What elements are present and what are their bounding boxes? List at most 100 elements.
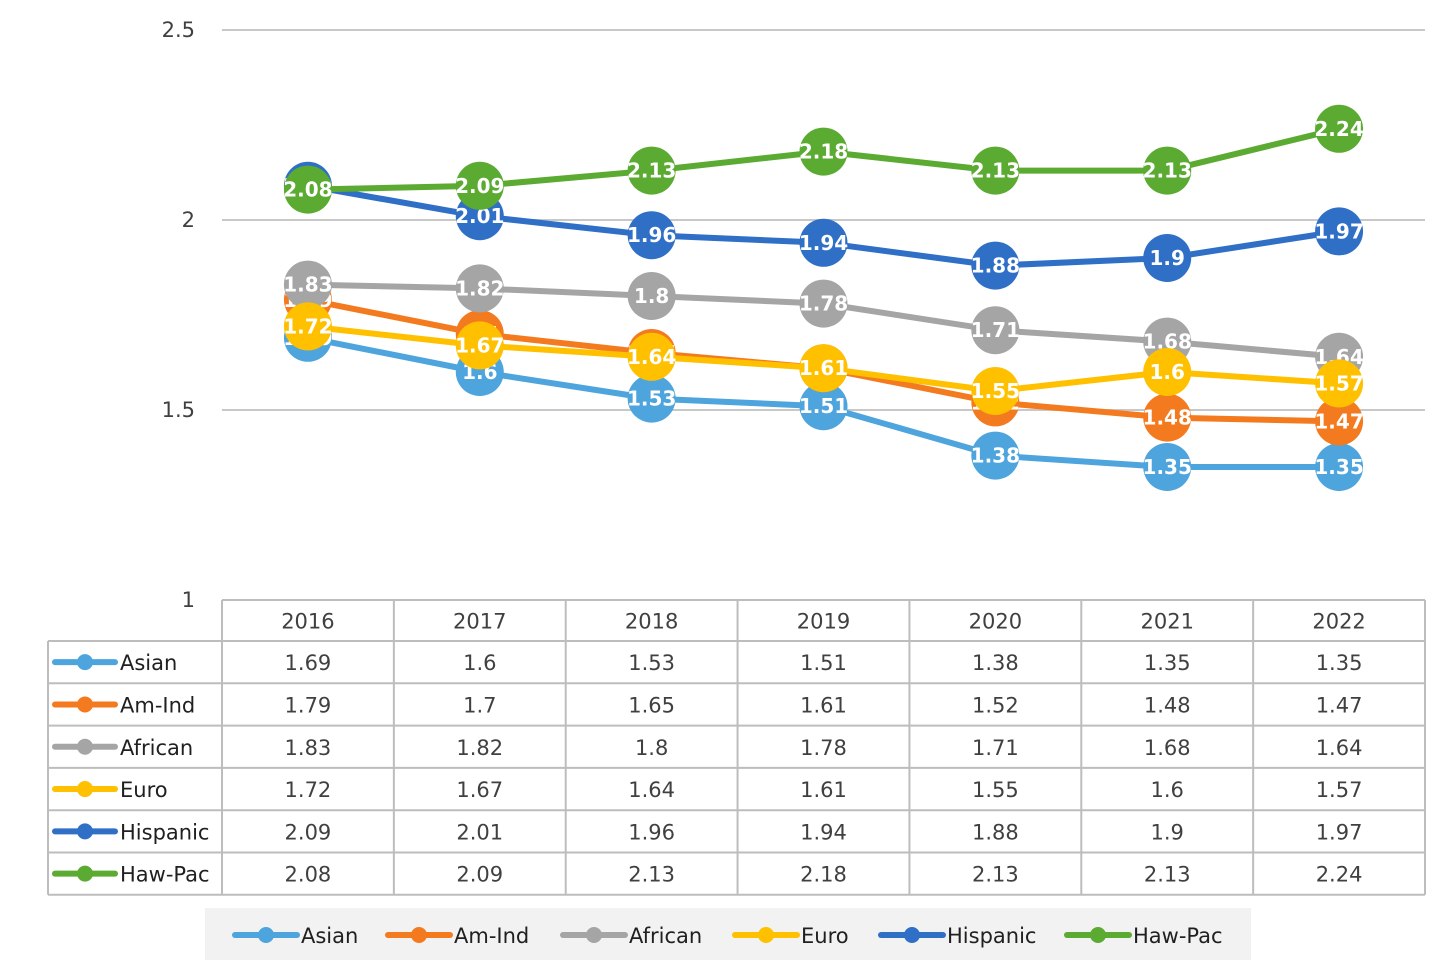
table-cell: 1.64 <box>628 778 675 802</box>
table-row-label: Hispanic <box>120 820 209 844</box>
data-label: 1.71 <box>971 318 1020 342</box>
table-row-label: Euro <box>120 778 168 802</box>
legend-marker <box>586 927 602 943</box>
legend-label: Euro <box>801 924 849 948</box>
table-cell: 1.71 <box>972 736 1019 760</box>
table-row-label: African <box>120 736 193 760</box>
data-point <box>799 127 848 176</box>
data-point <box>799 279 848 328</box>
legend-marker <box>1090 927 1106 943</box>
table-cell: 1.83 <box>285 736 332 760</box>
data-label: 1.61 <box>799 356 848 380</box>
table-cell: 1.94 <box>800 820 847 844</box>
table-row-label: Haw-Pac <box>120 863 210 887</box>
table-legend-marker <box>77 738 93 755</box>
data-point <box>799 382 848 431</box>
data-point <box>971 431 1020 480</box>
data-label: 1.64 <box>627 345 676 369</box>
table-cell: 2.09 <box>456 863 503 887</box>
data-point <box>627 332 676 381</box>
data-label: 2.13 <box>1143 159 1192 183</box>
data-point <box>627 272 676 320</box>
table-cell: 1.35 <box>1316 651 1363 675</box>
table-cell: 1.82 <box>456 736 503 760</box>
data-label: 1.51 <box>799 394 848 418</box>
table-cell: 1.38 <box>972 651 1019 675</box>
table-row-label: Am-Ind <box>120 693 195 717</box>
table-row-label: Asian <box>120 651 177 675</box>
data-label: 1.8 <box>634 284 669 308</box>
table-legend-marker <box>77 865 93 882</box>
data-point <box>971 306 1020 355</box>
table-cell: 1.6 <box>463 651 496 675</box>
data-point <box>627 146 676 195</box>
table-cell: 1.96 <box>628 820 675 844</box>
y-tick-label: 1.5 <box>162 398 195 422</box>
data-point <box>283 260 332 309</box>
legend-label: Am-Ind <box>454 924 529 948</box>
table-cell: 2.18 <box>800 863 847 887</box>
table-header-cell: 2021 <box>1140 610 1193 634</box>
data-label: 1.55 <box>971 379 1020 403</box>
table-cell: 1.61 <box>800 693 847 717</box>
data-point <box>283 165 332 214</box>
data-point <box>455 264 504 313</box>
data-point <box>455 321 504 370</box>
data-point <box>1315 104 1364 153</box>
table-cell: 1.35 <box>1144 651 1191 675</box>
table-header-cell: 2022 <box>1312 610 1365 634</box>
table-cell: 1.61 <box>800 778 847 802</box>
data-point <box>799 218 848 267</box>
table-cell: 2.13 <box>628 863 675 887</box>
data-label: 1.78 <box>799 292 848 316</box>
data-label: 2.13 <box>971 159 1020 183</box>
data-point <box>971 146 1020 195</box>
data-point <box>799 344 848 393</box>
table-cell: 1.65 <box>628 693 675 717</box>
table-cell: 1.53 <box>628 651 675 675</box>
table-header-cell: 2017 <box>453 610 506 634</box>
table-cell: 1.51 <box>800 651 847 675</box>
table-cell: 1.47 <box>1316 693 1363 717</box>
table-cell: 1.64 <box>1316 736 1363 760</box>
table-header-cell: 2020 <box>969 610 1022 634</box>
data-label: 1.67 <box>455 333 504 357</box>
y-axis-ticks: 1 1.5 2 2.5 <box>162 18 195 612</box>
data-point <box>1315 207 1364 256</box>
data-label: 1.88 <box>971 254 1020 278</box>
table-legend-marker <box>77 654 93 671</box>
data-point <box>1143 443 1192 491</box>
data-point <box>627 374 676 423</box>
table-cell: 1.97 <box>1316 820 1363 844</box>
table-cell: 1.52 <box>972 693 1019 717</box>
table-cell: 2.08 <box>285 863 332 887</box>
table-cell: 2.01 <box>456 820 503 844</box>
data-label: 2.18 <box>799 140 848 164</box>
table-cell: 1.48 <box>1144 693 1191 717</box>
table-cell: 1.78 <box>800 736 847 760</box>
data-label: 2.09 <box>455 174 504 198</box>
data-point <box>1143 234 1192 282</box>
data-point <box>283 302 332 351</box>
table-cell: 1.67 <box>456 778 503 802</box>
data-label: 1.35 <box>1314 455 1363 479</box>
legend-marker <box>258 927 274 943</box>
series-haw-pac: 2.08 2.09 2.13 2.18 2.13 2.13 2.24 <box>283 104 1364 214</box>
legend-marker <box>904 927 920 943</box>
data-label: 1.35 <box>1143 455 1192 479</box>
table-cell: 1.88 <box>972 820 1019 844</box>
y-tick-label: 1 <box>182 588 195 612</box>
data-label: 1.38 <box>971 444 1020 468</box>
data-point <box>455 161 504 210</box>
legend-label: African <box>629 924 702 948</box>
data-label: 1.9 <box>1149 246 1184 270</box>
table-cell: 2.13 <box>972 863 1019 887</box>
table-cell: 1.55 <box>972 778 1019 802</box>
table-cell: 1.7 <box>463 693 496 717</box>
series-hispanic: 2.092.011.961.941.881.91.97 <box>283 161 1364 290</box>
legend-marker <box>758 927 774 943</box>
table-cell: 1.69 <box>285 651 332 675</box>
data-table: 2016 2017 2018 2019 2020 2021 2022 Asian 1.69 1.6… <box>47 599 1426 896</box>
table-cell: 1.68 <box>1144 736 1191 760</box>
table-cell: 1.8 <box>635 736 668 760</box>
